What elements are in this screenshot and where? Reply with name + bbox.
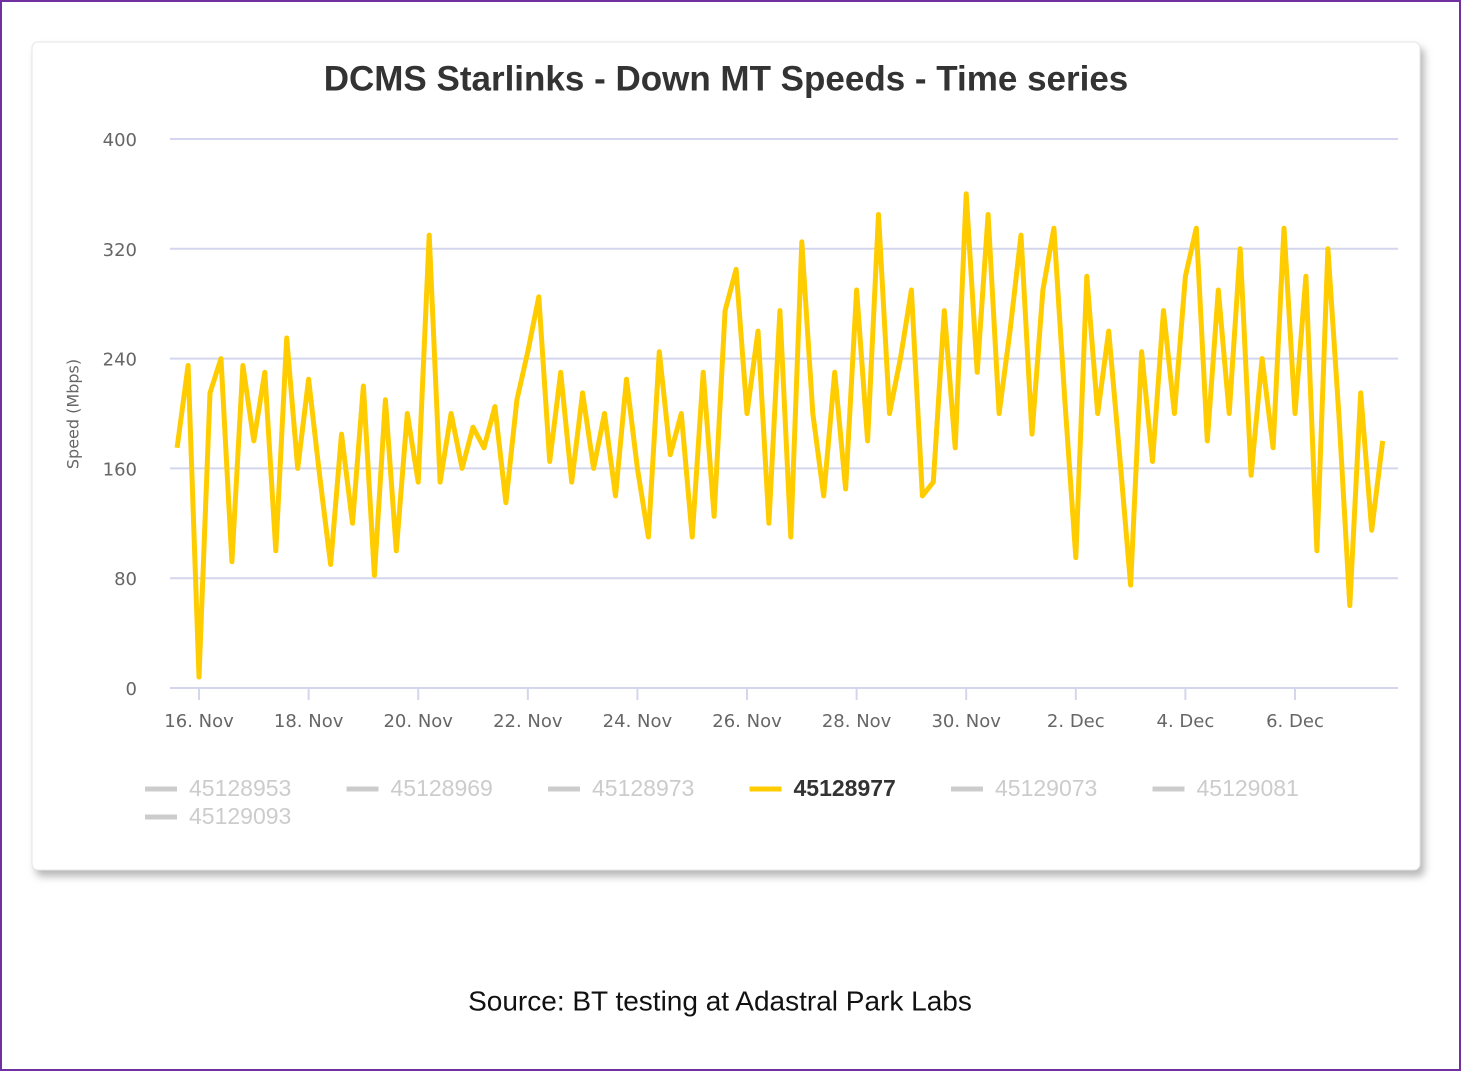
y-axis-label: Speed (Mbps) [64, 359, 83, 469]
y-tick-label: 160 [103, 459, 137, 480]
legend-label: 45129093 [189, 803, 291, 829]
legend-label: 45128953 [189, 775, 291, 801]
x-tick-label: 18. Nov [274, 711, 344, 732]
x-tick-label: 26. Nov [712, 711, 782, 732]
legend-label: 45129081 [1197, 775, 1299, 801]
x-tick-label: 24. Nov [603, 711, 673, 732]
x-tick-label: 6. Dec [1266, 711, 1324, 732]
x-tick-label: 28. Nov [822, 711, 892, 732]
x-tick-label: 4. Dec [1157, 711, 1215, 732]
x-tick-label: 30. Nov [931, 711, 1001, 732]
x-tick-label: 2. Dec [1047, 711, 1105, 732]
legend-label: 45129073 [995, 775, 1097, 801]
y-tick-label: 0 [126, 679, 137, 700]
y-tick-label: 80 [114, 569, 137, 590]
x-tick-label: 20. Nov [383, 711, 453, 732]
y-tick-label: 320 [103, 240, 137, 261]
legend-label: 45128973 [592, 775, 694, 801]
y-tick-label: 240 [103, 350, 137, 371]
legend-label: 45128969 [391, 775, 493, 801]
chart-title: DCMS Starlinks - Down MT Speeds - Time s… [324, 59, 1129, 98]
x-tick-label: 16. Nov [164, 711, 234, 732]
data-line [174, 191, 1386, 680]
y-tick-label: 400 [103, 130, 137, 151]
legend-label: 45128977 [794, 775, 896, 801]
source-note: Source: BT testing at Adastral Park Labs [468, 985, 972, 1016]
x-tick-label: 22. Nov [493, 711, 563, 732]
